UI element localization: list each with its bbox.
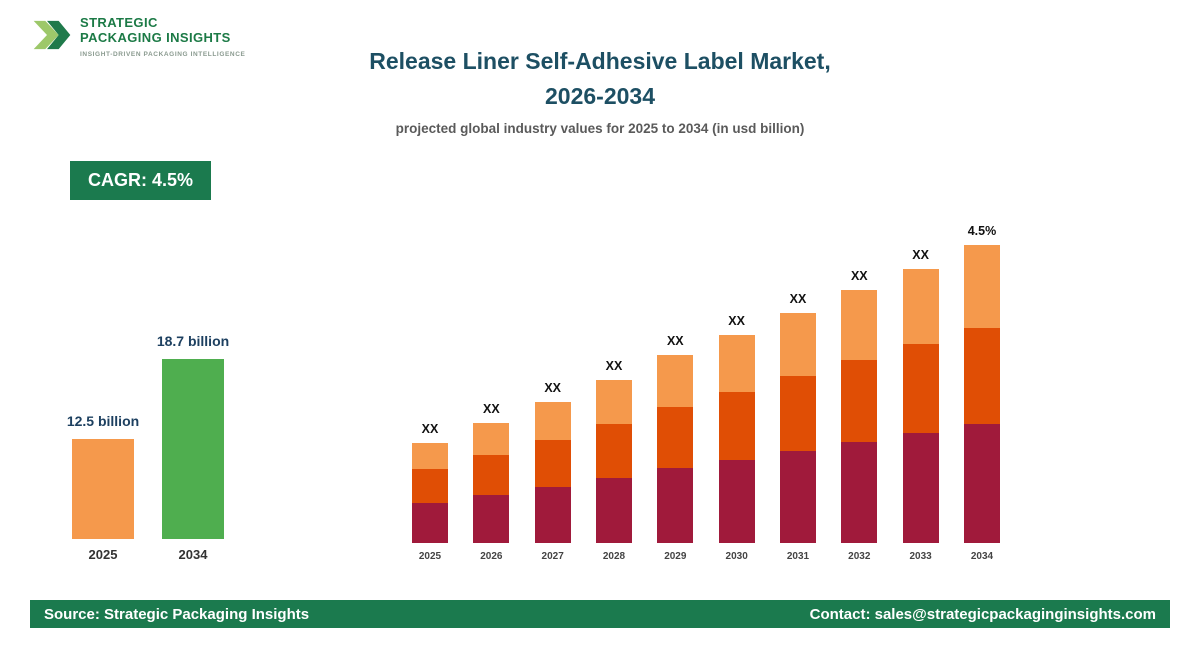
top-segment xyxy=(902,269,939,344)
projection-bar-group-2027: XX 2027 xyxy=(533,381,573,562)
projection-bar-year: 2028 xyxy=(602,551,626,562)
projection-bar-year: 2033 xyxy=(909,551,932,562)
projection-bar-year: 2030 xyxy=(725,551,748,562)
projection-bar-label: XX xyxy=(728,314,745,328)
projection-bar-year: 2032 xyxy=(848,551,871,562)
top-segment xyxy=(595,380,632,424)
summary-bar xyxy=(162,359,224,539)
projection-bar-year: 2026 xyxy=(480,551,503,562)
logo-chevron-icon xyxy=(32,12,72,63)
middle-segment xyxy=(963,328,1000,424)
logo: STRATEGIC PACKAGING INSIGHTS INSIGHT-DRI… xyxy=(32,12,245,63)
projection-bar-group-2028: XX 2028 xyxy=(594,359,634,562)
projection-bar-group-2034: 4.5% 2034 xyxy=(962,224,1002,562)
projection-bar xyxy=(779,313,816,543)
projection-bar-label: XX xyxy=(789,292,807,306)
projection-bar xyxy=(963,245,1000,543)
projection-bar-group-2033: XX 2033 xyxy=(901,248,941,562)
footer-source: Source: Strategic Packaging Insights xyxy=(44,605,310,623)
middle-segment xyxy=(595,424,632,478)
bottom-segment xyxy=(902,433,939,543)
logo-text: STRATEGIC PACKAGING INSIGHTS INSIGHT-DRI… xyxy=(80,12,245,58)
projection-bar-group-2029: XX 2029 xyxy=(655,334,695,562)
projection-bar xyxy=(595,380,632,543)
summary-bar xyxy=(72,439,134,539)
projection-bar xyxy=(412,443,448,543)
projection-bar-group-2031: XX 2031 xyxy=(778,292,818,562)
projection-bar-label: XX xyxy=(482,402,500,416)
projection-bar-group-2025: XX 2025 xyxy=(410,422,450,562)
page-title-line2: 2026-2034 xyxy=(545,82,655,109)
bottom-segment xyxy=(779,451,816,543)
top-segment xyxy=(657,355,694,407)
bottom-segment xyxy=(595,478,632,543)
bottom-segment xyxy=(718,460,755,543)
top-segment xyxy=(841,290,878,360)
top-segment xyxy=(473,423,510,455)
projection-bar-year: 2029 xyxy=(664,551,687,562)
projection-bar-year: 2025 xyxy=(418,551,442,562)
projection-bar-group-2030: XX 2030 xyxy=(717,314,757,562)
top-segment xyxy=(963,245,1000,328)
projection-bar xyxy=(657,355,694,543)
summary-bar-year: 2025 xyxy=(88,547,118,562)
bottom-segment xyxy=(841,442,878,543)
middle-segment xyxy=(412,469,448,503)
page-subtitle: projected global industry values for 202… xyxy=(395,121,805,136)
middle-segment xyxy=(534,440,571,487)
middle-segment xyxy=(779,376,816,451)
projection-bar-label: XX xyxy=(421,422,439,436)
middle-segment xyxy=(657,407,694,468)
logo-name-line2: PACKAGING INSIGHTS xyxy=(80,29,231,45)
top-segment xyxy=(534,402,571,440)
middle-segment xyxy=(841,360,878,442)
projection-bar-label: XX xyxy=(912,248,929,262)
bottom-segment xyxy=(534,487,571,543)
projection-bar-label: XX xyxy=(666,334,684,348)
top-segment xyxy=(718,335,755,392)
projection-bar-group-2032: XX 2032 xyxy=(839,269,879,562)
projection-bar-label: XX xyxy=(605,359,623,373)
projection-bar xyxy=(718,335,755,543)
summary-bar-year: 2034 xyxy=(178,547,208,562)
summary-bar-value: 18.7 billion xyxy=(156,333,230,349)
projection-bar xyxy=(534,402,571,543)
projection-chart: XX 2025 XX 2026 XX 2027 XX 2028 XX 2029 XX 2030 XX 20… xyxy=(410,198,1002,562)
middle-segment xyxy=(473,455,510,495)
projection-bar xyxy=(902,269,939,543)
projection-bar-label: XX xyxy=(850,269,868,283)
projection-bar xyxy=(473,423,510,543)
projection-bar-year: 2027 xyxy=(541,551,564,562)
summary-bar-group-2034: 18.7 billion 2034 xyxy=(157,333,229,562)
logo-tagline: INSIGHT-DRIVEN PACKAGING INTELLIGENCE xyxy=(80,50,246,58)
bottom-segment xyxy=(473,495,510,543)
header: Release Liner Self-Adhesive Label Market… xyxy=(280,44,920,136)
page-title: Release Liner Self-Adhesive Label Market… xyxy=(280,44,920,113)
bottom-segment xyxy=(412,503,448,543)
middle-segment xyxy=(902,344,939,433)
projection-bar-year: 2034 xyxy=(970,551,994,562)
bottom-segment xyxy=(657,468,694,543)
bottom-segment xyxy=(963,424,1000,543)
projection-bar-label: 4.5% xyxy=(967,224,997,238)
footer-bar: Source: Strategic Packaging Insights Con… xyxy=(30,600,1170,628)
top-segment xyxy=(779,313,816,376)
cagr-badge: CAGR: 4.5% xyxy=(70,161,212,200)
projection-bar-label: XX xyxy=(544,381,561,395)
logo-name-line1: STRATEGIC xyxy=(80,15,158,30)
page-title-line1: Release Liner Self-Adhesive Label Market… xyxy=(369,48,831,74)
footer-contact: Contact: sales@strategicpackaginginsight… xyxy=(809,605,1156,623)
projection-bar-year: 2031 xyxy=(786,551,810,562)
projection-bar xyxy=(841,290,878,543)
summary-chart: 12.5 billion 2025 18.7 billion 2034 xyxy=(67,300,229,562)
projection-bar-group-2026: XX 2026 xyxy=(471,402,511,562)
summary-bar-value: 12.5 billion xyxy=(66,413,140,429)
top-segment xyxy=(412,443,448,469)
summary-bar-group-2025: 12.5 billion 2025 xyxy=(67,413,139,562)
middle-segment xyxy=(718,392,755,460)
